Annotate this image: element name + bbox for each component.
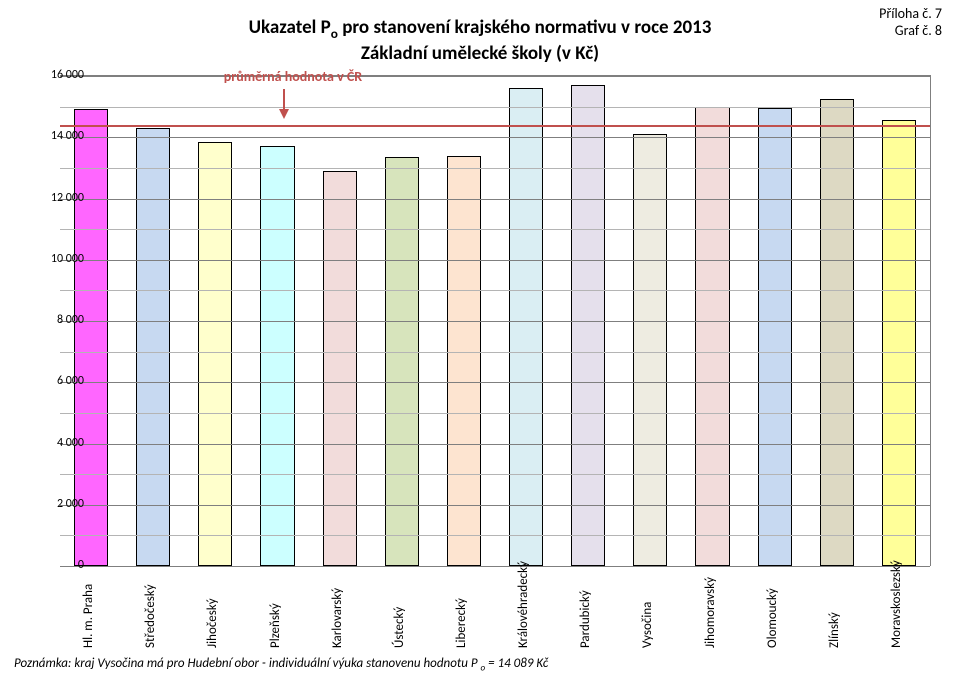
grid-line (60, 566, 930, 567)
grid-line-minor (60, 229, 930, 230)
bar (571, 85, 605, 566)
x-tick-label: Středočeský (143, 584, 158, 648)
title-sub: o (331, 25, 338, 42)
title-post: pro stanovení krajského normativu v roce… (338, 16, 711, 39)
y-tick-label: 8 000 (28, 313, 84, 327)
bar (323, 171, 357, 566)
x-tick-label: Moravskoslezský (889, 560, 904, 648)
grid-line-minor (60, 535, 930, 536)
bar (695, 107, 729, 566)
bar (882, 120, 916, 566)
x-tick-label: Pardubický (578, 590, 593, 648)
grid-line (60, 76, 930, 77)
grid-line-minor (60, 413, 930, 414)
x-tick-label: Jihočeský (205, 598, 220, 648)
chart-title: Ukazatel Po pro stanovení krajského norm… (0, 16, 960, 65)
y-tick-label: 4 000 (28, 436, 84, 450)
x-tick-label: Karlovarský (330, 588, 345, 648)
grid-line (60, 444, 930, 445)
grid-line-minor (60, 290, 930, 291)
title-pre: Ukazatel P (249, 16, 331, 39)
x-tick-label: Plzeňský (268, 603, 283, 648)
chart-title-line1: Ukazatel Po pro stanovení krajského norm… (0, 16, 960, 42)
x-tick-label: Královéhradecký (516, 561, 531, 648)
y-tick-label: 2 000 (28, 497, 84, 511)
y-tick-label: 16 000 (28, 68, 84, 82)
footnote-post: = 14 089 Kč (485, 656, 548, 671)
avg-line (60, 125, 930, 127)
x-tick-label: Zlínský (827, 612, 842, 648)
footnote-pre: Poznámka: kraj Vysočina má pro Hudební o… (14, 656, 481, 671)
bar (260, 146, 294, 566)
bar-chart (60, 75, 931, 566)
grid-line (60, 199, 930, 200)
grid-line (60, 260, 930, 261)
grid-line (60, 505, 930, 506)
grid-line-minor (60, 168, 930, 169)
bar (509, 88, 543, 566)
y-tick-label: 10 000 (28, 252, 84, 266)
x-tick-label: Vysočina (640, 602, 655, 648)
x-tick-label: Liberecký (454, 598, 469, 648)
chart-title-line2: Základní umělecké školy (v Kč) (0, 42, 960, 65)
y-tick-label: 6 000 (28, 374, 84, 388)
avg-label: průměrná hodnota v ČR (224, 68, 362, 85)
x-tick-label: Jihomoravský (703, 577, 718, 648)
x-axis-labels: Hl. m. Praha Středočeský Jihočeský Plzeňský… (60, 568, 930, 648)
grid-line-minor (60, 474, 930, 475)
grid-line (60, 137, 930, 138)
x-tick-label: Hl. m. Praha (81, 584, 96, 648)
bar (136, 128, 170, 566)
grid-line-minor (60, 107, 930, 108)
grid-line (60, 382, 930, 383)
x-tick-label: Ústecký (392, 607, 407, 648)
page: Příloha č. 7 Graf č. 8 Ukazatel Po pro s… (0, 0, 960, 680)
bar (820, 99, 854, 566)
x-tick-label: Olomoucký (765, 588, 780, 648)
y-tick-label: 14 000 (28, 129, 84, 143)
bar (198, 142, 232, 566)
grid-line (60, 321, 930, 322)
grid-line-minor (60, 352, 930, 353)
bar (758, 108, 792, 566)
footnote: Poznámka: kraj Vysočina má pro Hudební o… (14, 656, 548, 674)
y-tick-label: 12 000 (28, 191, 84, 205)
